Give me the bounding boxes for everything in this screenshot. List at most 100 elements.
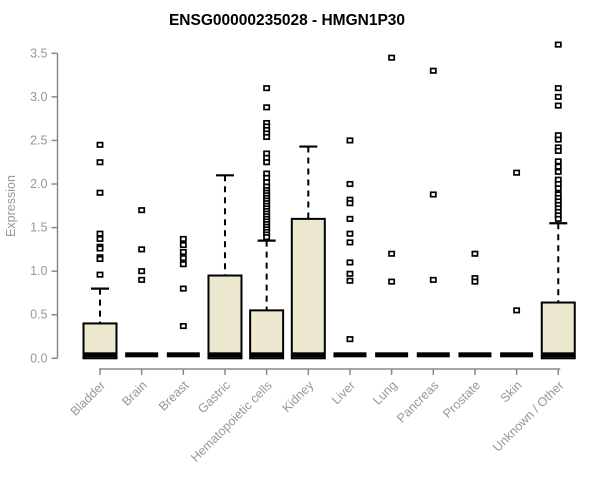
outlier-point (346, 239, 354, 246)
x-tick-label-liver: Liver (329, 378, 358, 407)
outlier-point (263, 234, 271, 241)
x-tick-label-skin: Skin (498, 378, 525, 405)
y-tick-label: 1.0 (30, 264, 47, 278)
boxplot-lung (375, 54, 409, 358)
x-tick-label-lung: Lung (370, 378, 400, 408)
y-axis-label: Expression (4, 175, 18, 237)
x-tick-label-gastric: Gastric (195, 378, 233, 416)
outlier-point (346, 277, 354, 284)
box-iqr (207, 274, 243, 360)
outlier-point (346, 336, 354, 343)
outlier-point (138, 246, 146, 253)
boxplot-liver (333, 137, 367, 358)
x-tick-label-bladder: Bladder (68, 378, 108, 418)
outlier-point (346, 137, 354, 144)
outlier-point (346, 270, 354, 277)
outlier-point (554, 215, 562, 222)
median-bar (250, 352, 284, 358)
x-tick-label-breast: Breast (156, 378, 192, 414)
median-bar (83, 352, 117, 358)
outlier-point (179, 261, 187, 268)
median-bar (208, 352, 242, 358)
outlier-point (138, 207, 146, 214)
outlier-point (429, 67, 437, 74)
outlier-point (138, 276, 146, 283)
boxplot-pancreas (416, 67, 450, 358)
outlier-point (179, 255, 187, 262)
median-bar (125, 352, 159, 358)
y-tick-label: 2.0 (30, 177, 47, 191)
outlier-point (96, 255, 104, 263)
outlier-point (388, 250, 396, 257)
boxplot-gastric (207, 174, 243, 360)
outlier-point (96, 189, 104, 196)
outlier-point (96, 159, 104, 166)
outlier-point (346, 180, 354, 188)
x-tick-label-prostate: Prostate (440, 378, 483, 421)
boxplot-unknown-other (540, 41, 576, 360)
outlier-point (554, 85, 562, 92)
y-tick-label: 0.0 (30, 351, 47, 365)
median-bar (416, 352, 450, 358)
boxplot-bladder (82, 141, 118, 360)
outlier-point (554, 147, 562, 154)
outlier-point (554, 136, 562, 143)
median-bar (333, 352, 367, 358)
outlier-point (554, 41, 562, 48)
boxplot-prostate (458, 250, 492, 358)
y-tick-label: 3.0 (30, 90, 47, 104)
chart-title: ENSG00000235028 - HMGN1P30 (169, 12, 405, 29)
outlier-point (179, 285, 187, 292)
outlier-point (388, 278, 396, 285)
x-tick-label-hematopoietic-cells: Hematopoietic cells (188, 378, 275, 465)
outlier-point (96, 141, 104, 148)
y-tick-label: 1.5 (30, 221, 47, 235)
x-tick-label-kidney: Kidney (279, 378, 316, 415)
outlier-point (96, 235, 104, 242)
outlier-point (388, 54, 396, 61)
median-bar (541, 352, 575, 358)
x-tick-label-pancreas: Pancreas (394, 378, 441, 425)
outlier-point (346, 259, 354, 266)
outlier-point (179, 235, 187, 242)
outlier-point (138, 268, 146, 275)
outlier-point (471, 250, 479, 257)
boxplot-skin (500, 169, 534, 358)
outlier-point (513, 307, 521, 314)
outlier-point (554, 158, 562, 165)
outlier-point (263, 159, 271, 166)
median-bar (500, 352, 534, 358)
outlier-point (263, 85, 271, 92)
median-bar (166, 352, 200, 358)
outlier-point (554, 168, 562, 175)
chart-layers: 0.0 0.5 1.0 1.5 2.0 2.5 3.0 3.5 Bladder Brain Brea… (30, 41, 576, 465)
outlier-point (96, 245, 104, 252)
median-bar (458, 352, 492, 358)
outlier-point (513, 169, 521, 176)
outlier-point (554, 163, 562, 170)
boxplot-brain (125, 207, 159, 358)
boxplot-kidney (290, 145, 326, 360)
outlier-point (179, 241, 187, 249)
x-tick-label-unknown-other: Unknown / Other (490, 378, 566, 454)
outlier-point (554, 102, 562, 109)
boxplot-breast (166, 235, 200, 358)
boxplot-hematopoietic-cells (249, 85, 285, 360)
y-tick-label: 3.5 (30, 46, 47, 60)
outlier-point (471, 278, 479, 285)
outlier-point (96, 230, 104, 237)
outlier-point (429, 191, 437, 198)
y-tick-label: 0.5 (30, 308, 47, 322)
outlier-point (263, 104, 271, 111)
box-iqr (290, 217, 326, 360)
outlier-point (554, 185, 562, 192)
outlier-point (179, 323, 187, 330)
outlier-point (96, 271, 104, 278)
outlier-point (179, 248, 187, 256)
median-bar (291, 352, 325, 358)
x-tick-label-brain: Brain (119, 378, 150, 409)
box-iqr (540, 301, 576, 360)
outlier-point (429, 276, 437, 283)
